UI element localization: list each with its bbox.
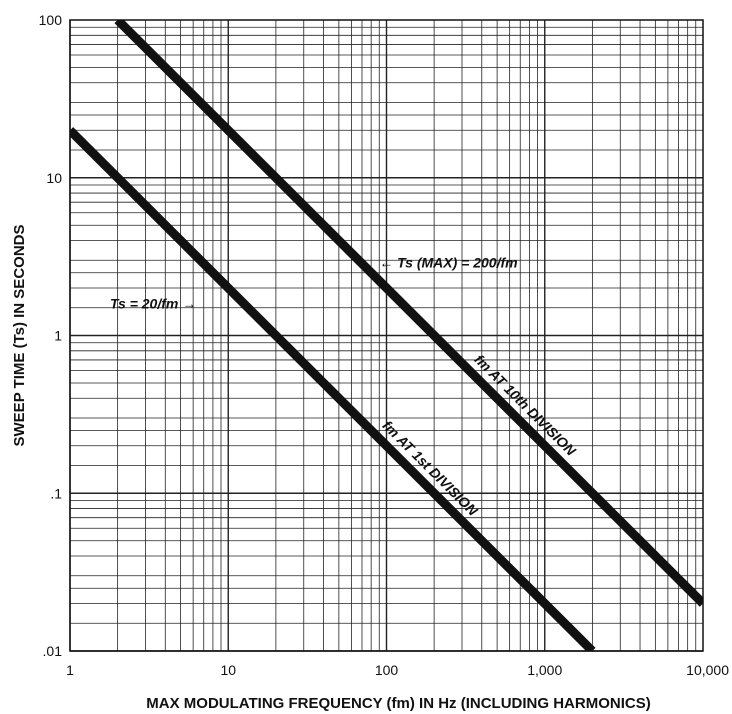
x-tick-label: 1 xyxy=(66,662,74,678)
y-tick-label: .1 xyxy=(50,485,62,501)
annotation-ts-max-200-fm: ← Ts (MAX) = 200/fm xyxy=(379,255,517,271)
x-tick-label: 10,000 xyxy=(686,662,729,678)
annotation-ts-20-fm: Ts = 20/fm → xyxy=(110,295,196,311)
y-axis-label: SWEEP TIME (Ts) IN SECONDS xyxy=(11,225,28,447)
x-axis-label: MAX MODULATING FREQUENCY (fm) IN Hz (INC… xyxy=(146,695,650,712)
y-tick-labels: 100 10 1 .1 .01 xyxy=(39,12,63,659)
line-label-10th-division: fm AT 10th DIVISION xyxy=(471,351,579,459)
plot-frame xyxy=(69,19,704,652)
x-tick-label: 100 xyxy=(375,662,399,678)
y-tick-label: 100 xyxy=(39,12,63,28)
y-tick-label: 10 xyxy=(46,170,62,186)
y-tick-label: .01 xyxy=(43,643,63,659)
series-line-10th-division xyxy=(114,20,703,607)
x-tick-label: 10 xyxy=(220,662,236,678)
x-tick-label: 1,000 xyxy=(527,662,562,678)
y-tick-label: 1 xyxy=(54,328,62,344)
line-label-1st-division: fm AT 1st DIVISION xyxy=(379,417,481,519)
series-line-1st-division xyxy=(70,127,596,651)
x-tick-labels: 1 10 100 1,000 10,000 xyxy=(66,662,729,678)
